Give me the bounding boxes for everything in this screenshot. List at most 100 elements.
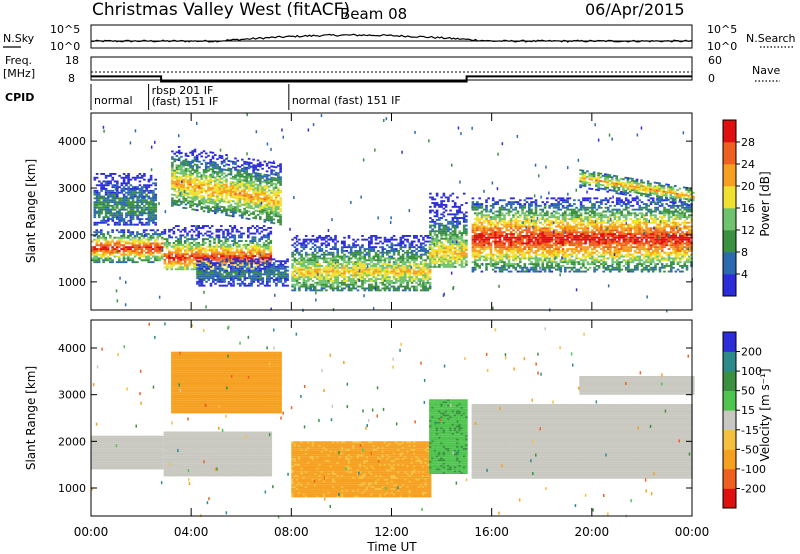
power-cell bbox=[465, 230, 468, 233]
power-cell bbox=[151, 233, 155, 235]
power-cell bbox=[240, 227, 243, 229]
power-cell bbox=[462, 262, 466, 265]
power-cell bbox=[374, 259, 378, 262]
power-cell bbox=[225, 208, 228, 211]
power-cell bbox=[256, 247, 259, 250]
power-cell bbox=[265, 164, 269, 167]
power-cell bbox=[329, 270, 333, 273]
power-cell bbox=[300, 270, 303, 273]
power-cell bbox=[413, 257, 416, 260]
power-cell bbox=[298, 242, 301, 245]
power-cell bbox=[440, 258, 443, 261]
power-cell bbox=[173, 184, 176, 187]
power-cell bbox=[408, 289, 412, 292]
power-cell bbox=[365, 259, 369, 262]
power-cell bbox=[98, 195, 101, 198]
power-cell bbox=[232, 209, 235, 212]
power-cell bbox=[207, 279, 210, 281]
power-cell bbox=[247, 195, 251, 198]
power-cell bbox=[251, 236, 255, 239]
power-cell bbox=[250, 265, 253, 268]
power-cell bbox=[334, 248, 337, 250]
power-cell bbox=[322, 266, 326, 269]
power-cell bbox=[354, 261, 357, 264]
power-cell bbox=[300, 268, 303, 271]
power-cell bbox=[431, 209, 434, 212]
power-cell bbox=[471, 248, 475, 250]
power-cell bbox=[415, 251, 418, 254]
power-cell bbox=[231, 251, 234, 254]
power-cell bbox=[241, 181, 244, 184]
power-cell bbox=[281, 284, 285, 287]
power-cell bbox=[307, 238, 310, 241]
power-cell bbox=[392, 257, 396, 260]
power-cell bbox=[183, 257, 187, 259]
power-cell bbox=[229, 209, 233, 212]
nave-label: Nave bbox=[752, 64, 780, 77]
power-cell bbox=[413, 263, 416, 265]
power-cell bbox=[258, 255, 261, 257]
power-cell bbox=[232, 207, 235, 210]
power-cell bbox=[229, 225, 232, 227]
power-cell bbox=[381, 287, 385, 290]
power-cell bbox=[111, 173, 115, 175]
power-cell bbox=[223, 264, 226, 266]
power-cell bbox=[316, 236, 319, 239]
power-cell bbox=[478, 244, 481, 247]
power-cell bbox=[259, 165, 262, 168]
power-cell bbox=[220, 251, 223, 254]
power-cell bbox=[343, 259, 346, 262]
power-cell bbox=[198, 282, 201, 285]
power-cell bbox=[230, 269, 233, 272]
power-cell bbox=[234, 157, 237, 160]
power-cell bbox=[91, 250, 94, 252]
power-cell bbox=[478, 266, 481, 269]
power-cell bbox=[336, 283, 339, 286]
power-cell bbox=[134, 191, 137, 194]
power-cell bbox=[313, 274, 317, 277]
power-cell bbox=[465, 234, 468, 236]
power-cell bbox=[259, 189, 262, 192]
power-cell bbox=[433, 226, 437, 229]
power-cell bbox=[186, 253, 189, 256]
power-cell bbox=[250, 277, 253, 280]
power-cell bbox=[200, 282, 204, 285]
power-cell bbox=[422, 272, 425, 275]
power-cell bbox=[91, 240, 94, 243]
power-cell bbox=[218, 194, 222, 197]
power-cell bbox=[177, 238, 180, 241]
power-cell bbox=[129, 212, 133, 215]
power-cell bbox=[210, 247, 214, 250]
power-cell bbox=[218, 154, 222, 157]
power-cell bbox=[95, 250, 99, 252]
power-cell bbox=[433, 202, 437, 204]
power-cell bbox=[480, 223, 484, 226]
power-cell bbox=[191, 150, 194, 153]
power-cell bbox=[252, 211, 255, 214]
power-cell bbox=[431, 219, 434, 221]
power-cell bbox=[259, 204, 262, 207]
power-cell bbox=[214, 161, 217, 164]
power-cell bbox=[95, 206, 99, 209]
power-cell bbox=[440, 241, 443, 244]
power-cell bbox=[142, 229, 146, 232]
power-cell bbox=[270, 218, 273, 220]
power-cell bbox=[198, 264, 201, 266]
power-cell bbox=[274, 194, 278, 197]
power-cell bbox=[307, 276, 310, 279]
power-cell bbox=[245, 170, 249, 173]
power-cell bbox=[462, 241, 466, 244]
power-cell bbox=[113, 199, 117, 202]
power-cell bbox=[243, 160, 246, 163]
power-cell bbox=[429, 256, 432, 259]
power-cell bbox=[458, 220, 461, 223]
power-cell bbox=[122, 255, 126, 258]
power-cell bbox=[272, 205, 276, 208]
power-cell bbox=[209, 209, 212, 212]
power-cell bbox=[311, 246, 315, 249]
power-cell bbox=[259, 264, 262, 266]
power-cell bbox=[190, 268, 194, 271]
power-cell bbox=[307, 274, 310, 277]
power-cell bbox=[381, 246, 385, 249]
power-cell bbox=[424, 281, 427, 284]
